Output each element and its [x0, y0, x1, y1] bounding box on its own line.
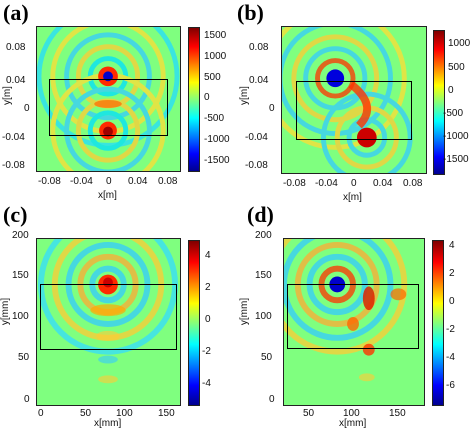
- field-plot: [36, 26, 181, 172]
- y-tick: 150: [255, 270, 272, 281]
- x-tick: 0.04: [128, 176, 148, 187]
- y-tick: -0.08: [245, 160, 268, 171]
- y-tick: -0.04: [245, 132, 268, 143]
- colorbar-tick: 2: [205, 282, 211, 293]
- x-axis-label: x[mm]: [94, 418, 122, 429]
- y-tick: 0: [269, 394, 275, 405]
- y-tick: 0.04: [6, 75, 26, 86]
- panel-label: (d): [247, 202, 274, 227]
- x-axis-label: x[m]: [343, 192, 362, 203]
- colorbar-tick: -1000: [204, 134, 230, 145]
- x-tick: 100: [116, 408, 133, 419]
- y-axis-label: y[mm]: [0, 297, 12, 326]
- y-tick: 150: [12, 270, 29, 281]
- y-tick: 0.08: [249, 42, 269, 53]
- colorbar-tick: -500: [204, 113, 225, 124]
- colorbar-tick: 0: [448, 85, 454, 96]
- y-tick: 0: [24, 394, 30, 405]
- y-tick: 0.08: [6, 42, 26, 53]
- y-tick: -0.08: [2, 160, 25, 171]
- colorbar: [432, 240, 444, 406]
- x-tick: -0.04: [70, 176, 93, 187]
- y-tick: 50: [261, 352, 273, 363]
- x-tick: 150: [389, 408, 406, 419]
- domain-rectangle: [287, 284, 419, 349]
- colorbar-tick: -2: [202, 346, 211, 357]
- x-tick: 150: [158, 408, 175, 419]
- panel-label: (b): [237, 0, 264, 25]
- colorbar-tick: 1000: [448, 38, 471, 49]
- x-tick: 50: [80, 408, 92, 419]
- y-tick: 0.04: [249, 75, 269, 86]
- panel-d: (d) y[mm] 200 150 100 50 0 50 100 150 x[…: [237, 202, 474, 429]
- x-tick: 0.04: [373, 178, 393, 189]
- y-tick: -0.04: [2, 132, 25, 143]
- panel-b: (b) y[m] 0.08 0.04 0 -0.04 -0.08 -0.08 -…: [237, 0, 474, 214]
- colorbar-tick: 4: [449, 240, 455, 251]
- y-tick: 200: [255, 230, 272, 241]
- domain-rectangle: [296, 81, 412, 140]
- colorbar: [188, 240, 200, 406]
- x-tick: 0: [38, 408, 44, 419]
- colorbar-tick: 0: [204, 92, 210, 103]
- y-tick: 100: [255, 311, 272, 322]
- x-tick: -0.08: [38, 176, 61, 187]
- x-tick: 0: [351, 178, 357, 189]
- y-axis-label: y[mm]: [239, 297, 251, 326]
- domain-rectangle: [49, 79, 168, 136]
- x-tick: 100: [343, 408, 360, 419]
- x-axis-label: x[m]: [98, 190, 117, 201]
- y-tick: 50: [18, 352, 30, 363]
- colorbar: [188, 27, 200, 172]
- colorbar-tick: 500: [448, 62, 465, 73]
- wave-field: [37, 27, 180, 171]
- colorbar-tick: -1500: [204, 155, 230, 166]
- y-axis-label: y[m]: [238, 86, 250, 105]
- y-tick: 200: [12, 230, 29, 241]
- y-axis-label: y[m]: [1, 86, 13, 105]
- x-axis-label: x[mm]: [339, 418, 367, 429]
- x-tick: 0.08: [403, 178, 423, 189]
- x-tick: 0: [106, 176, 112, 187]
- colorbar-tick: 1000: [204, 51, 227, 62]
- y-tick: 0: [24, 103, 30, 114]
- field-plot: [36, 238, 181, 406]
- colorbar-tick: 1500: [204, 30, 227, 41]
- x-tick: 50: [303, 408, 315, 419]
- colorbar-tick: 500: [204, 72, 221, 83]
- colorbar-tick: -4: [446, 352, 455, 363]
- colorbar-tick: 0: [205, 314, 211, 325]
- field-plot: [281, 26, 427, 174]
- panel-c: (c) y[mm] 200 150 100 50 0 0 50 100 150 …: [0, 202, 237, 429]
- colorbar: [433, 30, 445, 175]
- colorbar-tick: 2: [449, 268, 455, 279]
- wave-field: [284, 239, 424, 405]
- colorbar-tick: -4: [202, 378, 211, 389]
- x-tick: -0.08: [283, 178, 306, 189]
- colorbar-tick: 4: [205, 250, 211, 261]
- panel-label: (c): [3, 202, 28, 227]
- domain-rectangle: [40, 284, 177, 350]
- wave-field: [282, 27, 426, 173]
- colorbar-tick: -1000: [443, 131, 469, 142]
- colorbar-tick: 0: [449, 296, 455, 307]
- y-tick: 0: [269, 103, 275, 114]
- colorbar-tick: -1500: [443, 154, 469, 165]
- panel-label: (a): [3, 0, 29, 25]
- panel-a: (a) y[m] 0.08 0.04 0 -0.04 -0.: [0, 0, 237, 214]
- colorbar-tick: -500: [443, 108, 464, 119]
- y-tick: 100: [12, 311, 29, 322]
- x-tick: -0.04: [315, 178, 338, 189]
- colorbar-tick: -6: [446, 380, 455, 391]
- colorbar-tick: -2: [446, 324, 455, 335]
- x-tick: 0.08: [158, 176, 178, 187]
- field-plot: [283, 238, 425, 406]
